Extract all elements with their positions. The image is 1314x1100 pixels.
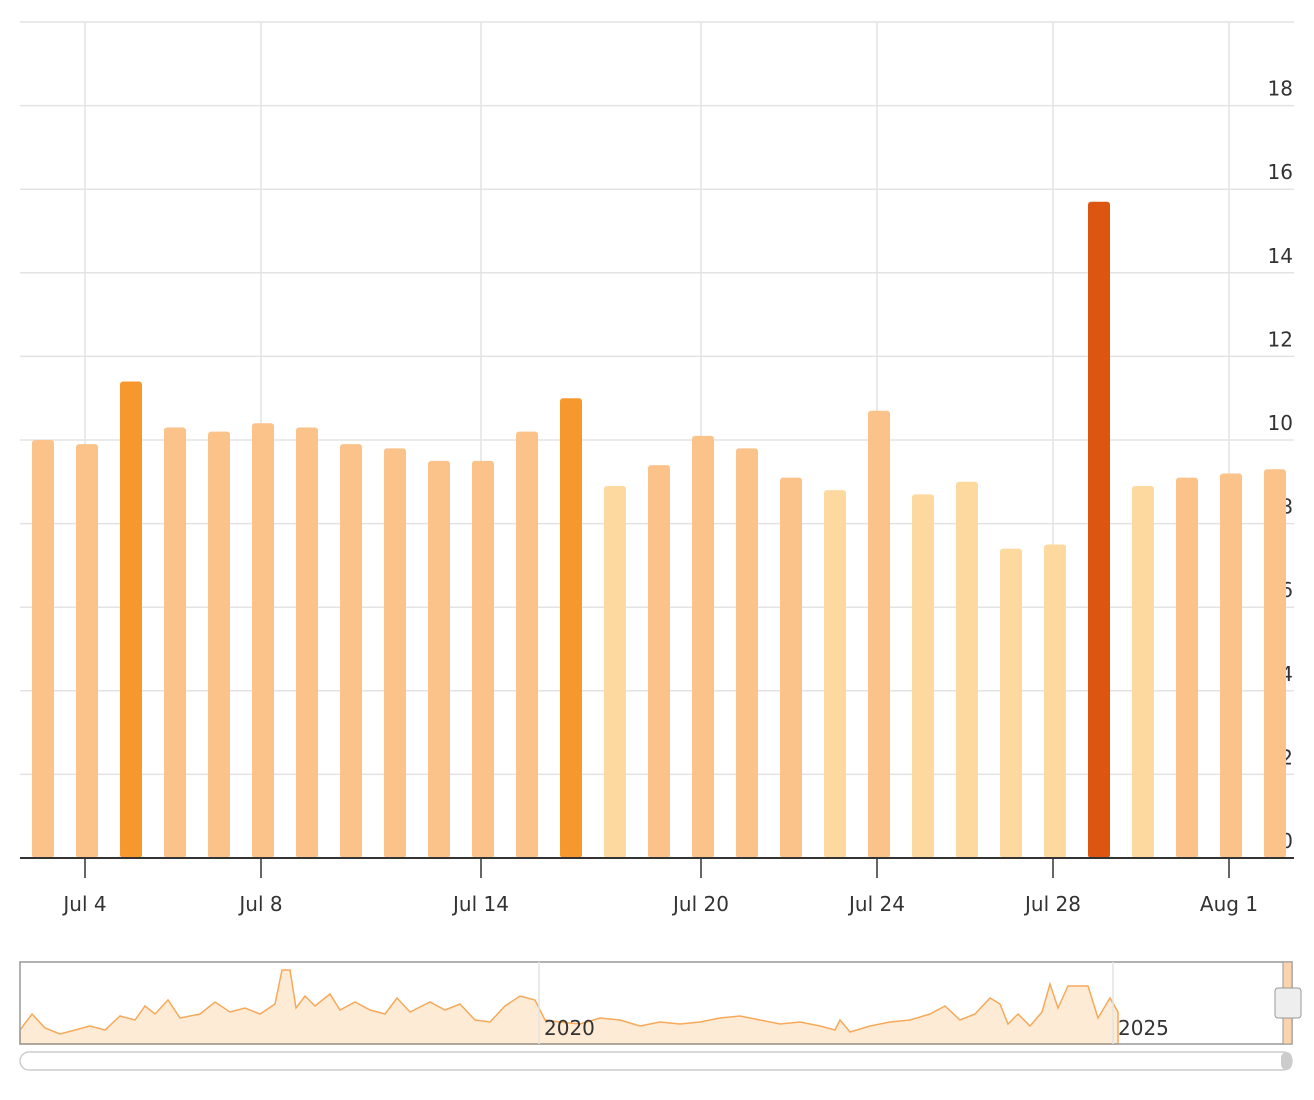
y-tick-label: 16 <box>1268 160 1293 184</box>
scrollbar[interactable] <box>19 1051 1293 1071</box>
bar <box>32 440 54 858</box>
bar <box>1220 473 1242 858</box>
bar <box>384 448 406 858</box>
bar <box>1176 477 1198 858</box>
bar <box>648 465 670 858</box>
navigator-series <box>19 969 1119 1045</box>
bar <box>1044 544 1066 858</box>
bar <box>604 485 626 858</box>
bar <box>912 494 934 858</box>
bar <box>1132 485 1154 858</box>
bar <box>1264 469 1286 858</box>
bar <box>164 427 186 858</box>
x-tick-label: Jul 20 <box>671 892 729 916</box>
bar <box>76 444 98 858</box>
bar <box>516 431 538 858</box>
navigator-label: 2020 <box>544 1016 595 1040</box>
x-tick-label: Jul 14 <box>451 892 509 916</box>
navigator-handle[interactable] <box>1274 987 1302 1019</box>
bar <box>208 431 230 858</box>
navigator[interactable]: 2020 2025 <box>19 961 1302 1071</box>
navigator-label: 2025 <box>1118 1016 1169 1040</box>
bar <box>1000 548 1022 858</box>
bar <box>340 444 362 858</box>
y-tick-label: 10 <box>1268 411 1293 435</box>
bar <box>472 460 494 858</box>
bar <box>956 481 978 858</box>
x-tick-label: Jul 28 <box>1023 892 1081 916</box>
y-tick-label: 12 <box>1268 327 1293 351</box>
y-tick-label: 14 <box>1268 244 1293 268</box>
bar <box>120 381 142 858</box>
bar <box>692 435 714 858</box>
x-tick-label: Aug 1 <box>1200 892 1258 916</box>
x-tick-label: Jul 4 <box>61 892 106 916</box>
x-tick-label: Jul 8 <box>237 892 282 916</box>
bar <box>296 427 318 858</box>
scrollbar-thumb[interactable] <box>1281 1052 1292 1070</box>
bar <box>736 448 758 858</box>
bar <box>824 490 846 858</box>
bar <box>428 460 450 858</box>
bar <box>868 410 890 858</box>
y-tick-label: 18 <box>1268 77 1293 101</box>
bar <box>1088 201 1110 859</box>
bar <box>252 423 274 858</box>
bar <box>780 477 802 858</box>
bar <box>560 398 582 858</box>
x-tick-label: Jul 24 <box>847 892 905 916</box>
